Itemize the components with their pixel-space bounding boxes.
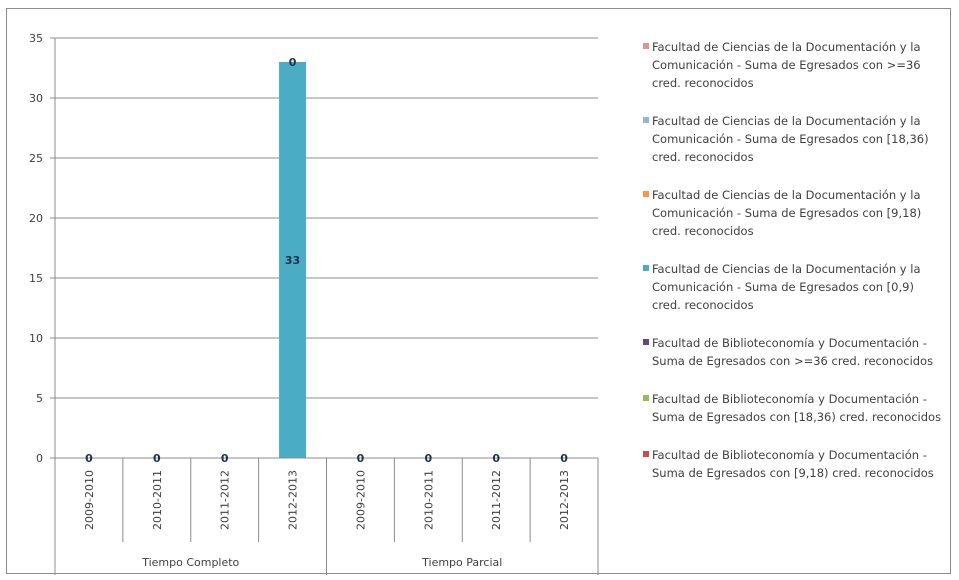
legend-swatch <box>643 191 649 197</box>
x-tick-label: 2012-2013 <box>558 470 571 530</box>
legend-swatch <box>643 43 649 49</box>
legend-item: Facultad de Ciencias de la Documentación… <box>643 260 943 314</box>
legend-label: Facultad de Biblioteconomía y Documentac… <box>652 392 942 424</box>
chart-legend: Facultad de Ciencias de la Documentación… <box>643 38 943 502</box>
y-tick-label: 30 <box>29 92 43 105</box>
legend-swatch <box>643 117 649 123</box>
y-tick-label: 15 <box>29 272 43 285</box>
legend-label: Facultad de Biblioteconomía y Documentac… <box>652 336 934 368</box>
legend-label: Facultad de Ciencias de la Documentación… <box>652 114 929 164</box>
data-label: 0 <box>85 452 93 465</box>
data-label: 0 <box>289 56 297 69</box>
x-tick-label: 2012-2013 <box>287 470 300 530</box>
legend-item: Facultad de Biblioteconomía y Documentac… <box>643 446 943 482</box>
data-label: 0 <box>424 452 432 465</box>
y-tick-label: 5 <box>36 392 43 405</box>
legend-item: Facultad de Ciencias de la Documentación… <box>643 186 943 240</box>
group-label: Tiempo Completo <box>141 556 239 569</box>
data-label: 0 <box>221 452 229 465</box>
bar <box>279 62 307 458</box>
legend-label: Facultad de Ciencias de la Documentación… <box>652 188 922 238</box>
x-tick-label: 2011-2012 <box>490 470 503 530</box>
x-tick-label: 2009-2010 <box>83 470 96 530</box>
group-label: Tiempo Parcial <box>421 556 502 569</box>
legend-item: Facultad de Ciencias de la Documentación… <box>643 38 943 92</box>
legend-item: Facultad de Ciencias de la Documentación… <box>643 112 943 166</box>
legend-swatch <box>643 265 649 271</box>
x-tick-label: 2010-2011 <box>151 470 164 530</box>
data-label: 0 <box>560 452 568 465</box>
data-label: 0 <box>357 452 365 465</box>
legend-item: Facultad de Biblioteconomía y Documentac… <box>643 390 943 426</box>
y-tick-label: 10 <box>29 332 43 345</box>
legend-item: Facultad de Biblioteconomía y Documentac… <box>643 334 943 370</box>
legend-label: Facultad de Ciencias de la Documentación… <box>652 40 921 90</box>
data-label: 0 <box>492 452 500 465</box>
legend-swatch <box>643 339 649 345</box>
y-tick-label: 25 <box>29 152 43 165</box>
legend-swatch <box>643 451 649 457</box>
x-tick-label: 2009-2010 <box>354 470 367 530</box>
x-tick-label: 2010-2011 <box>422 470 435 530</box>
y-tick-label: 20 <box>29 212 43 225</box>
legend-label: Facultad de Ciencias de la Documentación… <box>652 262 921 312</box>
y-tick-label: 0 <box>36 452 43 465</box>
chart-area <box>6 8 951 574</box>
legend-swatch <box>643 395 649 401</box>
data-label: 0 <box>153 452 161 465</box>
data-label: 33 <box>285 254 300 267</box>
y-tick-label: 35 <box>29 32 43 45</box>
legend-label: Facultad de Biblioteconomía y Documentac… <box>652 448 934 480</box>
x-tick-label: 2011-2012 <box>219 470 232 530</box>
